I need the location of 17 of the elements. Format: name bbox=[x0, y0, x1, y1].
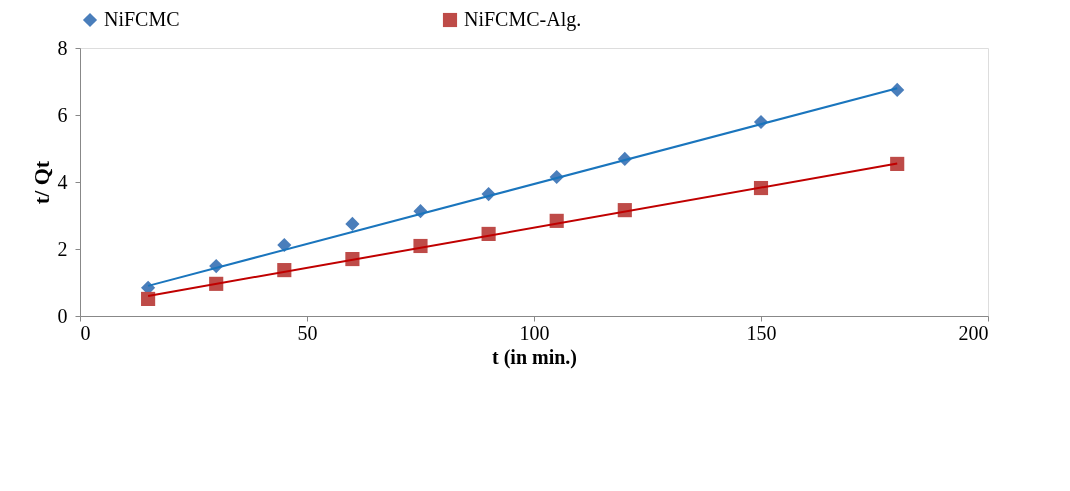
y-tick-label: 6 bbox=[57, 103, 68, 126]
y-tick-label: 0 bbox=[57, 304, 68, 327]
point bbox=[890, 156, 905, 171]
x-tick-label: 100 bbox=[519, 321, 550, 344]
y-tick-label: 4 bbox=[57, 170, 68, 193]
x-tick-label: 50 bbox=[297, 321, 318, 344]
point bbox=[345, 216, 360, 231]
x-tick-label: 200 bbox=[958, 321, 989, 344]
legend-label: NiFCMC-Alg. bbox=[464, 8, 582, 31]
x-tick-label: 150 bbox=[746, 321, 777, 344]
y-tick-label: 8 bbox=[57, 36, 68, 59]
legend-label: NiFCMC bbox=[104, 8, 180, 30]
y-tick-label: 2 bbox=[57, 237, 68, 260]
x-axis-title: t (in min.) bbox=[492, 345, 577, 369]
y-axis-title: t/ Qt bbox=[28, 160, 54, 205]
point bbox=[141, 291, 156, 306]
x-tick-label: 0 bbox=[80, 321, 91, 344]
